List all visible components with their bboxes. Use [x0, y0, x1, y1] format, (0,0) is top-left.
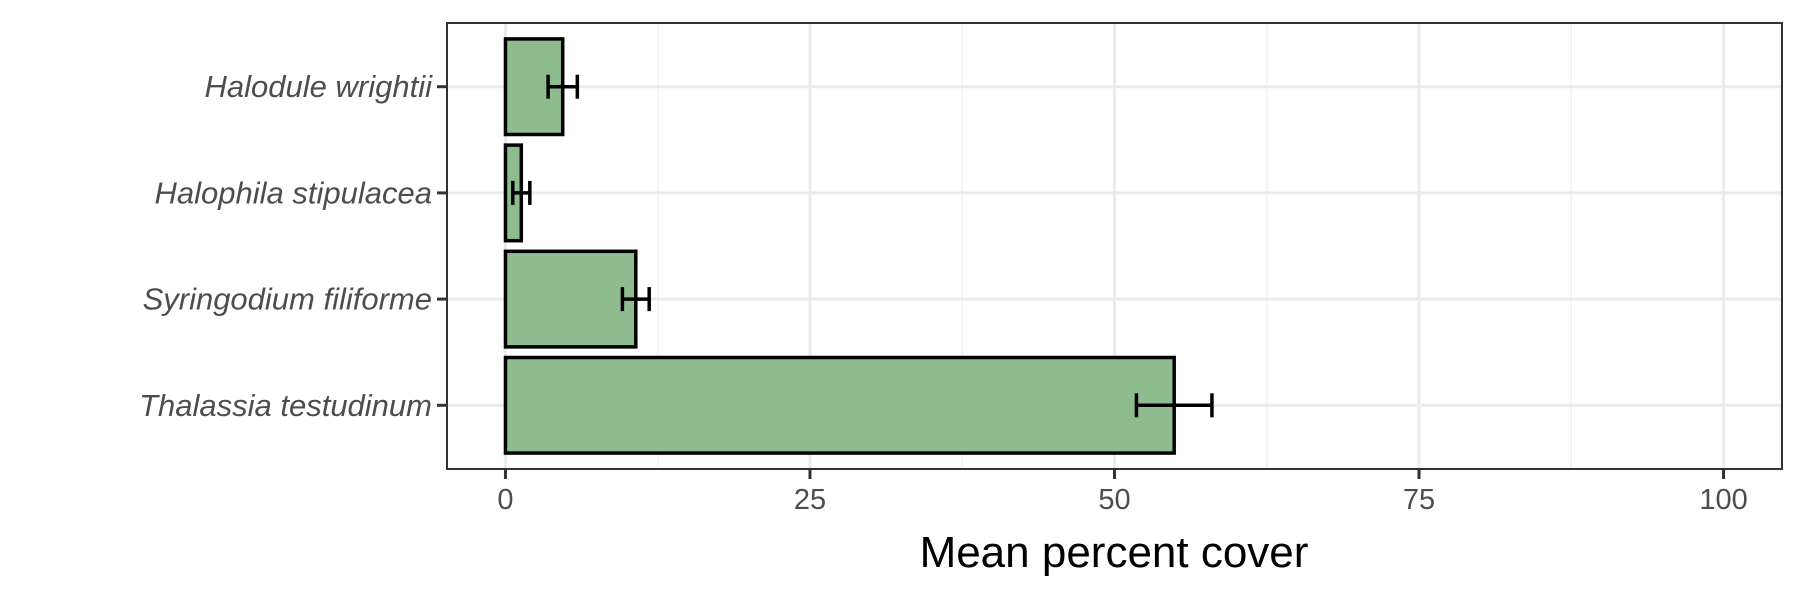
x-tick-label: 50: [1098, 484, 1130, 516]
category-label: Halodule wrightii: [205, 69, 434, 104]
error-bars: [511, 74, 1214, 418]
category-label: Syringodium filiforme: [143, 282, 432, 317]
x-tick-label: 25: [794, 484, 826, 516]
bar: [503, 249, 638, 349]
y-axis: Halodule wrightii Halophila stipulacea Syr…: [139, 69, 447, 423]
x-axis-title: Mean percent cover: [920, 528, 1309, 577]
x-tick-label: 100: [1699, 484, 1747, 516]
bars: [503, 37, 1176, 455]
bar: [503, 355, 1176, 455]
x-tick-label: 0: [497, 484, 513, 516]
category-label: Thalassia testudinum: [139, 388, 432, 423]
x-axis: 0 25 50 75 100: [497, 469, 1748, 516]
x-tick-label: 75: [1403, 484, 1435, 516]
category-label: Halophila stipulacea: [155, 175, 432, 210]
